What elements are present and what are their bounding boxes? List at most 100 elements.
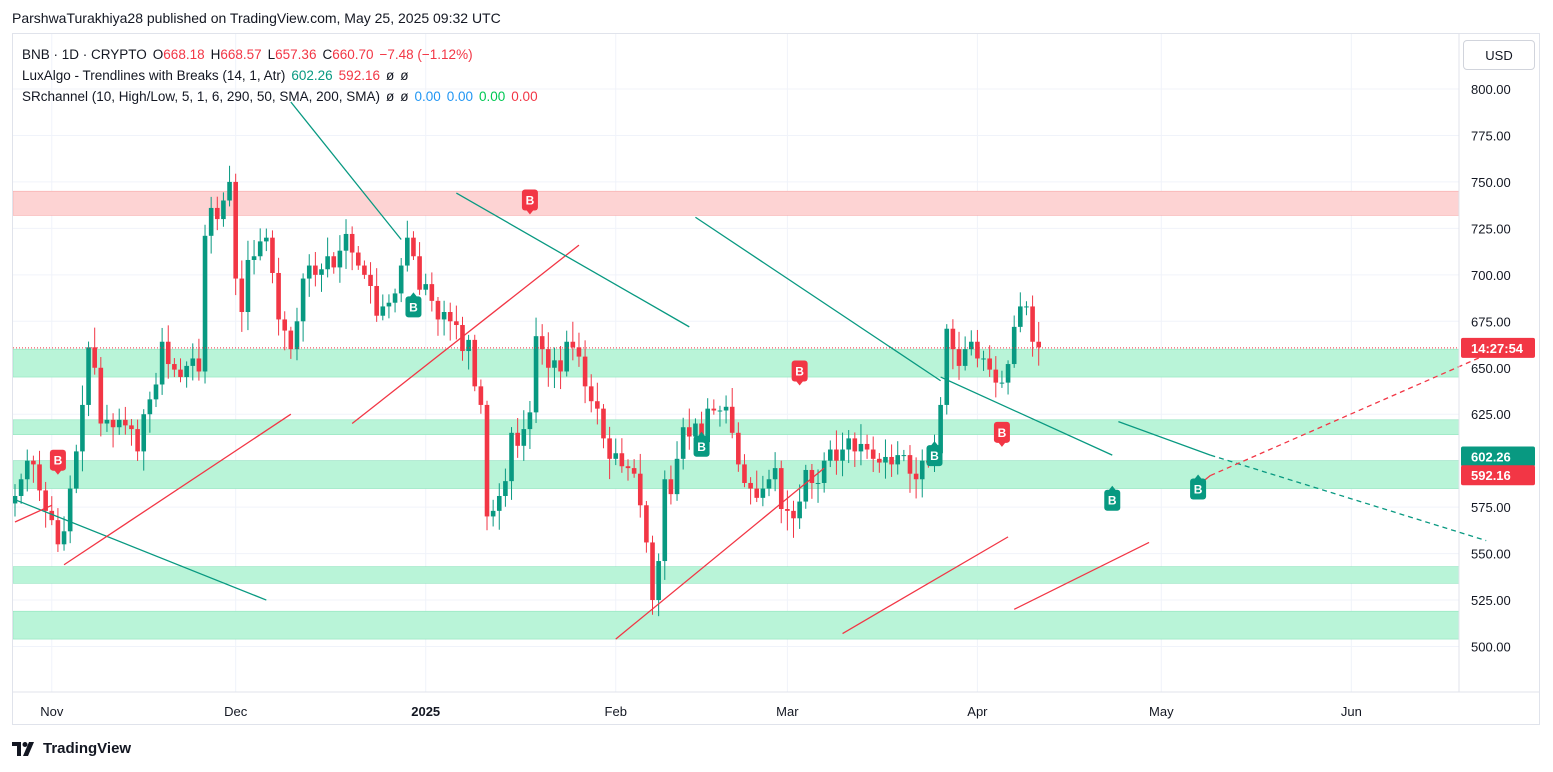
tradingview-brand[interactable]: TradingView bbox=[12, 740, 131, 757]
candle bbox=[411, 237, 416, 257]
break-marker-pointer bbox=[525, 209, 534, 215]
candle bbox=[754, 488, 760, 498]
break-marker-label: B bbox=[1194, 483, 1203, 497]
candle bbox=[221, 200, 226, 220]
candle bbox=[288, 330, 294, 350]
break-marker-label: B bbox=[1108, 494, 1117, 508]
candle bbox=[496, 495, 502, 511]
resistance-zone bbox=[13, 190, 1460, 216]
price-tick-label: 750.00 bbox=[1471, 175, 1511, 190]
candle bbox=[331, 256, 337, 268]
price-label-badge: 602.26 bbox=[1461, 446, 1535, 467]
candle bbox=[1036, 341, 1042, 348]
candle bbox=[760, 488, 766, 498]
indicator-1-name[interactable]: LuxAlgo - Trendlines with Breaks (14, 1,… bbox=[22, 68, 286, 83]
candle bbox=[527, 412, 533, 430]
candle bbox=[141, 414, 147, 452]
indicator-2-value-6: 0.00 bbox=[511, 89, 538, 104]
break-marker-label: B bbox=[409, 300, 418, 314]
symbol-label[interactable]: BNB · 1D · CRYPTO bbox=[22, 47, 147, 62]
candle bbox=[153, 384, 159, 400]
low-label: L657.36 bbox=[267, 47, 317, 62]
candle bbox=[552, 360, 557, 368]
candle bbox=[944, 328, 950, 405]
candle bbox=[785, 508, 790, 511]
break-marker-label: B bbox=[930, 449, 939, 463]
candle bbox=[766, 479, 772, 489]
candle bbox=[570, 341, 576, 348]
candle bbox=[74, 451, 79, 489]
change-value: −7.48 (−1.12%) bbox=[379, 47, 473, 62]
candle bbox=[975, 341, 980, 359]
close-value: 660.70 bbox=[332, 47, 374, 62]
currency-button[interactable]: USD bbox=[1463, 40, 1535, 70]
candle bbox=[300, 278, 306, 322]
break-marker-box bbox=[49, 449, 66, 471]
candle bbox=[1024, 306, 1029, 308]
indicator-2-name[interactable]: SRchannel (10, High/Low, 5, 1, 6, 290, 5… bbox=[22, 89, 380, 104]
candle bbox=[717, 410, 723, 412]
candle bbox=[67, 488, 73, 532]
candle bbox=[165, 341, 171, 365]
time-tick-label: 2025 bbox=[411, 704, 440, 719]
candle bbox=[172, 364, 177, 370]
candle bbox=[919, 460, 925, 480]
break-marker: B bbox=[791, 360, 808, 386]
candle bbox=[478, 386, 484, 405]
candle bbox=[748, 482, 753, 489]
close-label: C660.70 bbox=[322, 47, 374, 62]
break-marker-pointer bbox=[697, 431, 706, 437]
candle bbox=[729, 406, 735, 433]
indicator-1-value-3: ø bbox=[385, 68, 395, 83]
candle bbox=[644, 505, 649, 543]
candle bbox=[484, 404, 490, 517]
candle bbox=[116, 419, 122, 428]
candle bbox=[687, 427, 692, 437]
candle bbox=[999, 382, 1005, 384]
candle bbox=[55, 520, 61, 545]
price-tick-label: 800.00 bbox=[1471, 82, 1511, 97]
chart-canvas[interactable]: B B B B B B B B B 800.00 775.00 750.00 725.00 700.00… bbox=[13, 34, 1539, 724]
indicator-2-value-3: 0.00 bbox=[414, 89, 441, 104]
break-marker-box bbox=[791, 360, 808, 382]
price-tick-label: 675.00 bbox=[1471, 314, 1511, 329]
candle bbox=[625, 466, 631, 469]
legend-indicator-1[interactable]: LuxAlgo - Trendlines with Breaks (14, 1,… bbox=[22, 65, 544, 86]
trendline bbox=[456, 192, 690, 328]
support-zone bbox=[13, 566, 1460, 584]
candle bbox=[674, 458, 680, 495]
price-tick-label: 525.00 bbox=[1471, 593, 1511, 608]
candle bbox=[564, 341, 569, 372]
candle bbox=[883, 456, 888, 463]
candle bbox=[110, 419, 116, 428]
candle bbox=[392, 293, 398, 303]
candle bbox=[539, 336, 545, 350]
break-marker-label: B bbox=[998, 426, 1007, 440]
price-tick-label: 500.00 bbox=[1471, 640, 1511, 655]
candle bbox=[282, 319, 288, 331]
candle bbox=[313, 265, 318, 275]
price-tick-label: 550.00 bbox=[1471, 547, 1511, 562]
trendline bbox=[290, 101, 402, 240]
candle bbox=[907, 455, 913, 474]
candle bbox=[846, 438, 851, 450]
break-marker: B bbox=[1190, 474, 1207, 500]
candle bbox=[827, 449, 833, 461]
candle bbox=[858, 443, 864, 452]
time-tick-label: Apr bbox=[967, 704, 988, 719]
time-tick-label: Mar bbox=[776, 704, 799, 719]
candle bbox=[24, 460, 30, 480]
candle bbox=[233, 181, 238, 279]
price-tick-label: 650.00 bbox=[1471, 361, 1511, 376]
candle bbox=[245, 259, 251, 313]
chart-frame[interactable]: B B B B B B B B B 800.00 775.00 750.00 725.00 700.00… bbox=[12, 33, 1540, 725]
price-label-text: 592.16 bbox=[1471, 468, 1511, 483]
break-marker-box bbox=[926, 445, 943, 467]
candle bbox=[270, 237, 275, 273]
candle bbox=[637, 473, 643, 506]
trendline bbox=[351, 244, 580, 425]
trendline bbox=[63, 413, 292, 566]
candle bbox=[294, 321, 300, 350]
candle bbox=[466, 339, 471, 352]
legend-indicator-2[interactable]: SRchannel (10, High/Low, 5, 1, 6, 290, 5… bbox=[22, 86, 544, 107]
